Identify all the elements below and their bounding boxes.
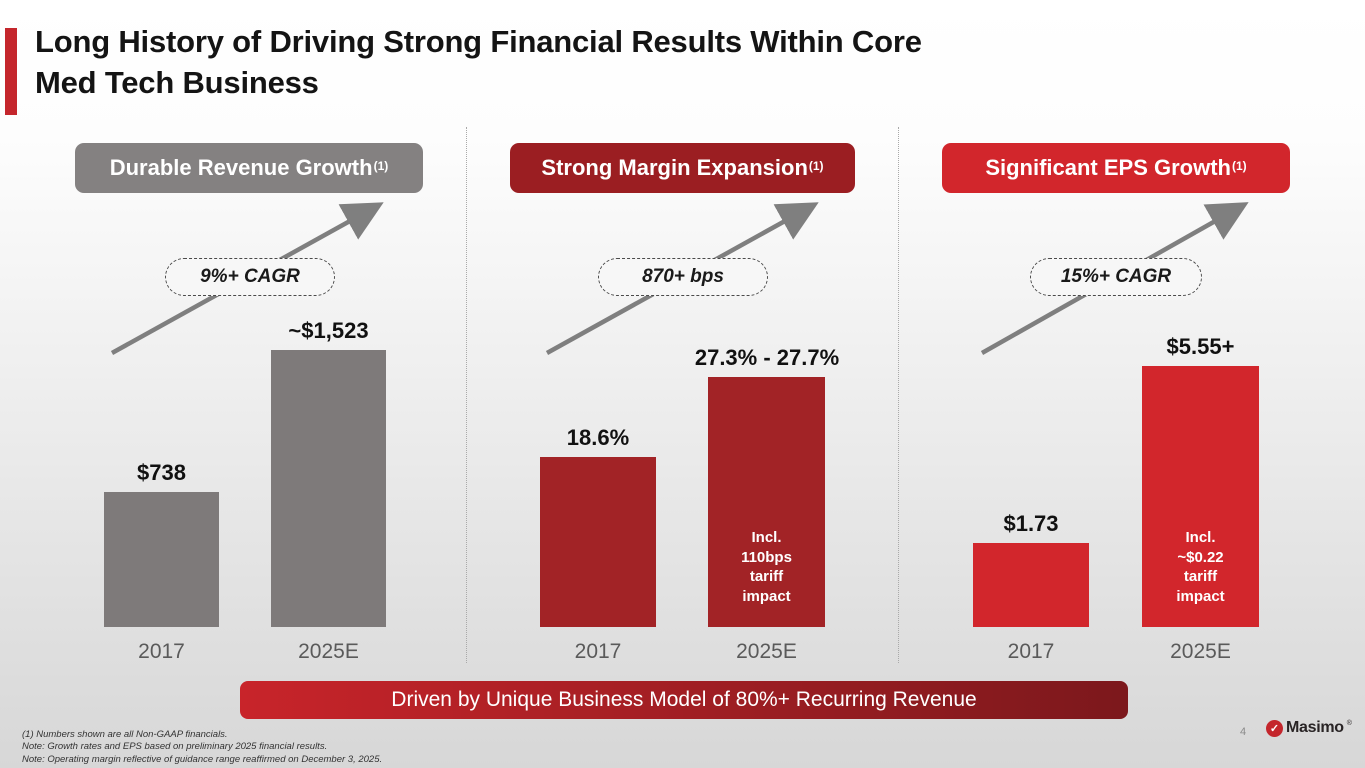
tariff-note-line: tariff [749, 568, 784, 585]
bar-value-label: 18.6% [566, 425, 630, 450]
column-divider [898, 127, 899, 663]
page-number: 4 [1240, 726, 1247, 738]
bar-value-label: $1.73 [1003, 511, 1059, 536]
bps-pill-label: 870+ bps [642, 266, 724, 287]
category-label: 2017 [1007, 640, 1055, 663]
tariff-note-line: impact [742, 587, 791, 605]
tariff-note-line: impact [1176, 587, 1225, 605]
header-badge-revenue-growth: Durable Revenue Growth (1) [75, 143, 423, 193]
category-label: 2025E [1170, 640, 1231, 663]
masimo-check-icon: ✓ [1266, 719, 1283, 737]
bar-value-label: 27.3% - 27.7% [694, 345, 840, 370]
header-badge-label: Durable Revenue Growth [109, 155, 373, 180]
recurring-revenue-banner-label: Driven by Unique Business Model of 80%+ … [391, 688, 977, 711]
category-label: 2017 [574, 640, 622, 663]
page-title-line1: Long History of Driving Strong Financial… [35, 24, 922, 59]
tariff-note-line: Incl. [751, 529, 782, 546]
masimo-logo: ✓ Masimo ® [1266, 719, 1352, 737]
page-title: Long History of Driving Strong Financial… [35, 22, 1335, 104]
cagr-pill-revenue: 9%+ CAGR [165, 258, 335, 296]
bar-value-label: $5.55+ [1166, 334, 1235, 359]
bar-revenue-2025e [271, 350, 386, 627]
tariff-note-line: tariff [1183, 568, 1218, 585]
footnote-line: Note: Growth rates and EPS based on prel… [22, 741, 328, 753]
footnote-line: Note: Operating margin reflective of gui… [22, 753, 383, 765]
bar-margin-2017 [540, 457, 656, 627]
footnote-marker: (1) [373, 159, 389, 173]
footnote-marker: (1) [1232, 159, 1247, 173]
header-badge-label: Strong Margin Expansion [541, 155, 808, 180]
tariff-impact-note: Incl. 110bps tariff impact [708, 528, 825, 606]
bar-eps-2017 [973, 543, 1089, 627]
category-label: 2025E [736, 640, 797, 663]
cagr-pill-label: 15%+ CAGR [1060, 266, 1172, 287]
bar-margin-2025e [708, 377, 825, 627]
footnote-marker: (1) [808, 159, 824, 173]
title-accent-bar [5, 28, 17, 115]
recurring-revenue-banner: Driven by Unique Business Model of 80%+ … [240, 681, 1128, 719]
tariff-note-line: ~$0.22 [1177, 548, 1224, 566]
header-badge-label: Significant EPS Growth [985, 155, 1231, 180]
cagr-pill-label: 9%+ CAGR [200, 266, 300, 287]
bar-value-label: $738 [137, 460, 186, 485]
tariff-note-line: 110bps [741, 548, 792, 566]
cagr-pill-eps: 15%+ CAGR [1030, 258, 1202, 296]
tariff-note-line: Incl. [1185, 529, 1216, 546]
category-label: 2017 [138, 640, 185, 663]
tariff-impact-note: Incl. ~$0.22 tariff impact [1142, 528, 1259, 606]
category-label: 2025E [298, 640, 359, 663]
masimo-logo-text: Masimo [1286, 719, 1344, 736]
column-divider [466, 127, 467, 663]
bar-revenue-2017 [104, 492, 219, 627]
footnote-line: (1) Numbers shown are all Non-GAAP finan… [22, 729, 228, 740]
header-badge-eps-growth: Significant EPS Growth (1) [942, 143, 1290, 193]
bar-value-label: ~$1,523 [288, 318, 369, 343]
header-badge-margin-expansion: Strong Margin Expansion (1) [510, 143, 855, 193]
bar-eps-2025e [1142, 366, 1259, 627]
bps-pill-margin: 870+ bps [598, 258, 768, 296]
footnotes: (1) Numbers shown are all Non-GAAP finan… [22, 729, 382, 766]
registered-mark: ® [1346, 719, 1352, 727]
page-title-line2: Med Tech Business [35, 64, 319, 100]
